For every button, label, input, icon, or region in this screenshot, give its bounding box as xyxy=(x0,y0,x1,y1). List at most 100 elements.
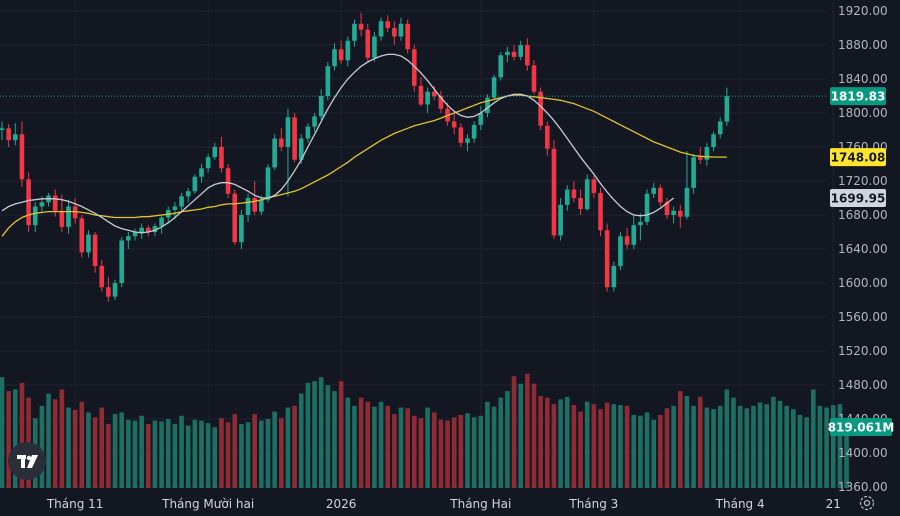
candle-body xyxy=(451,121,457,128)
candle-body xyxy=(465,138,470,143)
volume-bar xyxy=(591,404,597,488)
price-tag: 1748.08 xyxy=(830,148,886,167)
candle-body xyxy=(232,193,238,243)
volume-bar xyxy=(791,409,796,488)
candle-body xyxy=(711,134,716,147)
candle xyxy=(86,230,91,258)
chart-settings-icon[interactable] xyxy=(858,494,876,512)
candle xyxy=(618,232,623,271)
volume-bar xyxy=(564,396,570,488)
candle-body xyxy=(298,138,304,160)
candle xyxy=(219,136,224,173)
candle xyxy=(697,147,703,164)
volume-bar xyxy=(392,414,397,488)
candle xyxy=(584,174,590,211)
candle-body xyxy=(525,45,530,66)
candle xyxy=(112,279,118,300)
candle-body xyxy=(19,134,25,180)
candle-body xyxy=(6,128,11,141)
candle-body xyxy=(126,236,131,241)
volume-bar xyxy=(46,393,51,488)
volume-bar xyxy=(551,404,557,488)
candle-body xyxy=(332,49,337,67)
x-tick-label: Tháng 4 xyxy=(715,497,765,511)
volume-bar xyxy=(205,423,211,488)
volume-bar xyxy=(106,423,111,488)
x-tick-label: 2026 xyxy=(326,497,357,511)
candle xyxy=(465,134,470,152)
candle xyxy=(525,38,530,71)
candle xyxy=(505,46,510,62)
volume-bar xyxy=(658,414,663,488)
price-tag-bg xyxy=(830,87,886,106)
volume-bar xyxy=(292,405,297,488)
y-tick-label: 1560.00 xyxy=(838,310,888,324)
candle xyxy=(385,15,390,33)
volume-bar xyxy=(604,402,610,488)
candle xyxy=(292,113,297,163)
candle-body xyxy=(704,147,710,160)
volume-bar xyxy=(797,414,803,488)
volume-bar xyxy=(485,401,490,488)
candle xyxy=(19,121,25,187)
volume-bar xyxy=(678,391,683,488)
volume-bar xyxy=(844,420,849,488)
volume-bar xyxy=(830,405,836,488)
candle xyxy=(564,185,570,211)
candle xyxy=(352,19,357,47)
volume-bar xyxy=(717,405,723,488)
candle-body xyxy=(618,236,623,266)
candle-body xyxy=(518,45,523,57)
candle-body xyxy=(498,55,504,78)
candle xyxy=(671,206,676,224)
x-tick-label: Tháng Hai xyxy=(449,497,511,511)
volume-bar xyxy=(179,415,184,488)
price-tags: 1819.83 1748.08 1699.95 819.061M xyxy=(828,87,894,436)
candle-body xyxy=(92,234,98,266)
candle xyxy=(658,184,663,207)
candle-body xyxy=(365,29,371,58)
volume-bar xyxy=(471,417,477,488)
candle-body xyxy=(405,23,410,50)
candle xyxy=(345,36,351,67)
candle-body xyxy=(305,126,311,139)
candle xyxy=(92,232,98,273)
candle xyxy=(545,121,550,156)
volume-bar xyxy=(598,409,603,488)
volume-bar xyxy=(651,419,656,488)
candle-body xyxy=(431,91,437,96)
volume-bar xyxy=(165,419,171,488)
candle-body xyxy=(13,134,18,141)
candle-body xyxy=(259,199,264,212)
candle-body xyxy=(425,91,430,105)
candle-body xyxy=(358,23,364,30)
candle xyxy=(405,19,410,54)
volume-bar xyxy=(185,425,191,488)
candle xyxy=(518,40,523,61)
candle xyxy=(245,193,251,222)
volume-bar xyxy=(804,417,809,488)
x-tick-label: 21 xyxy=(826,497,841,511)
candle-body xyxy=(132,232,138,237)
tradingview-logo[interactable] xyxy=(8,442,46,480)
volume-bar xyxy=(505,391,510,488)
volume-bar xyxy=(0,377,5,488)
volume-bar xyxy=(757,402,763,488)
tv-logo-icon xyxy=(17,455,38,468)
candle xyxy=(604,223,610,292)
volume-bar xyxy=(52,399,58,488)
candle xyxy=(511,45,517,61)
candle xyxy=(451,113,457,135)
candle-body xyxy=(638,221,643,226)
volume-bar xyxy=(272,411,277,488)
candle-body xyxy=(697,157,703,160)
y-tick-label: 1800.00 xyxy=(838,106,888,120)
candle xyxy=(624,227,630,249)
x-axis[interactable]: Tháng 11 Tháng Mười hai 2026 Tháng Hai Tháng… xyxy=(46,497,841,511)
candle-body xyxy=(671,210,676,215)
candle-body xyxy=(591,179,597,193)
candle xyxy=(365,23,371,62)
candle xyxy=(312,113,317,132)
candle xyxy=(205,153,211,173)
